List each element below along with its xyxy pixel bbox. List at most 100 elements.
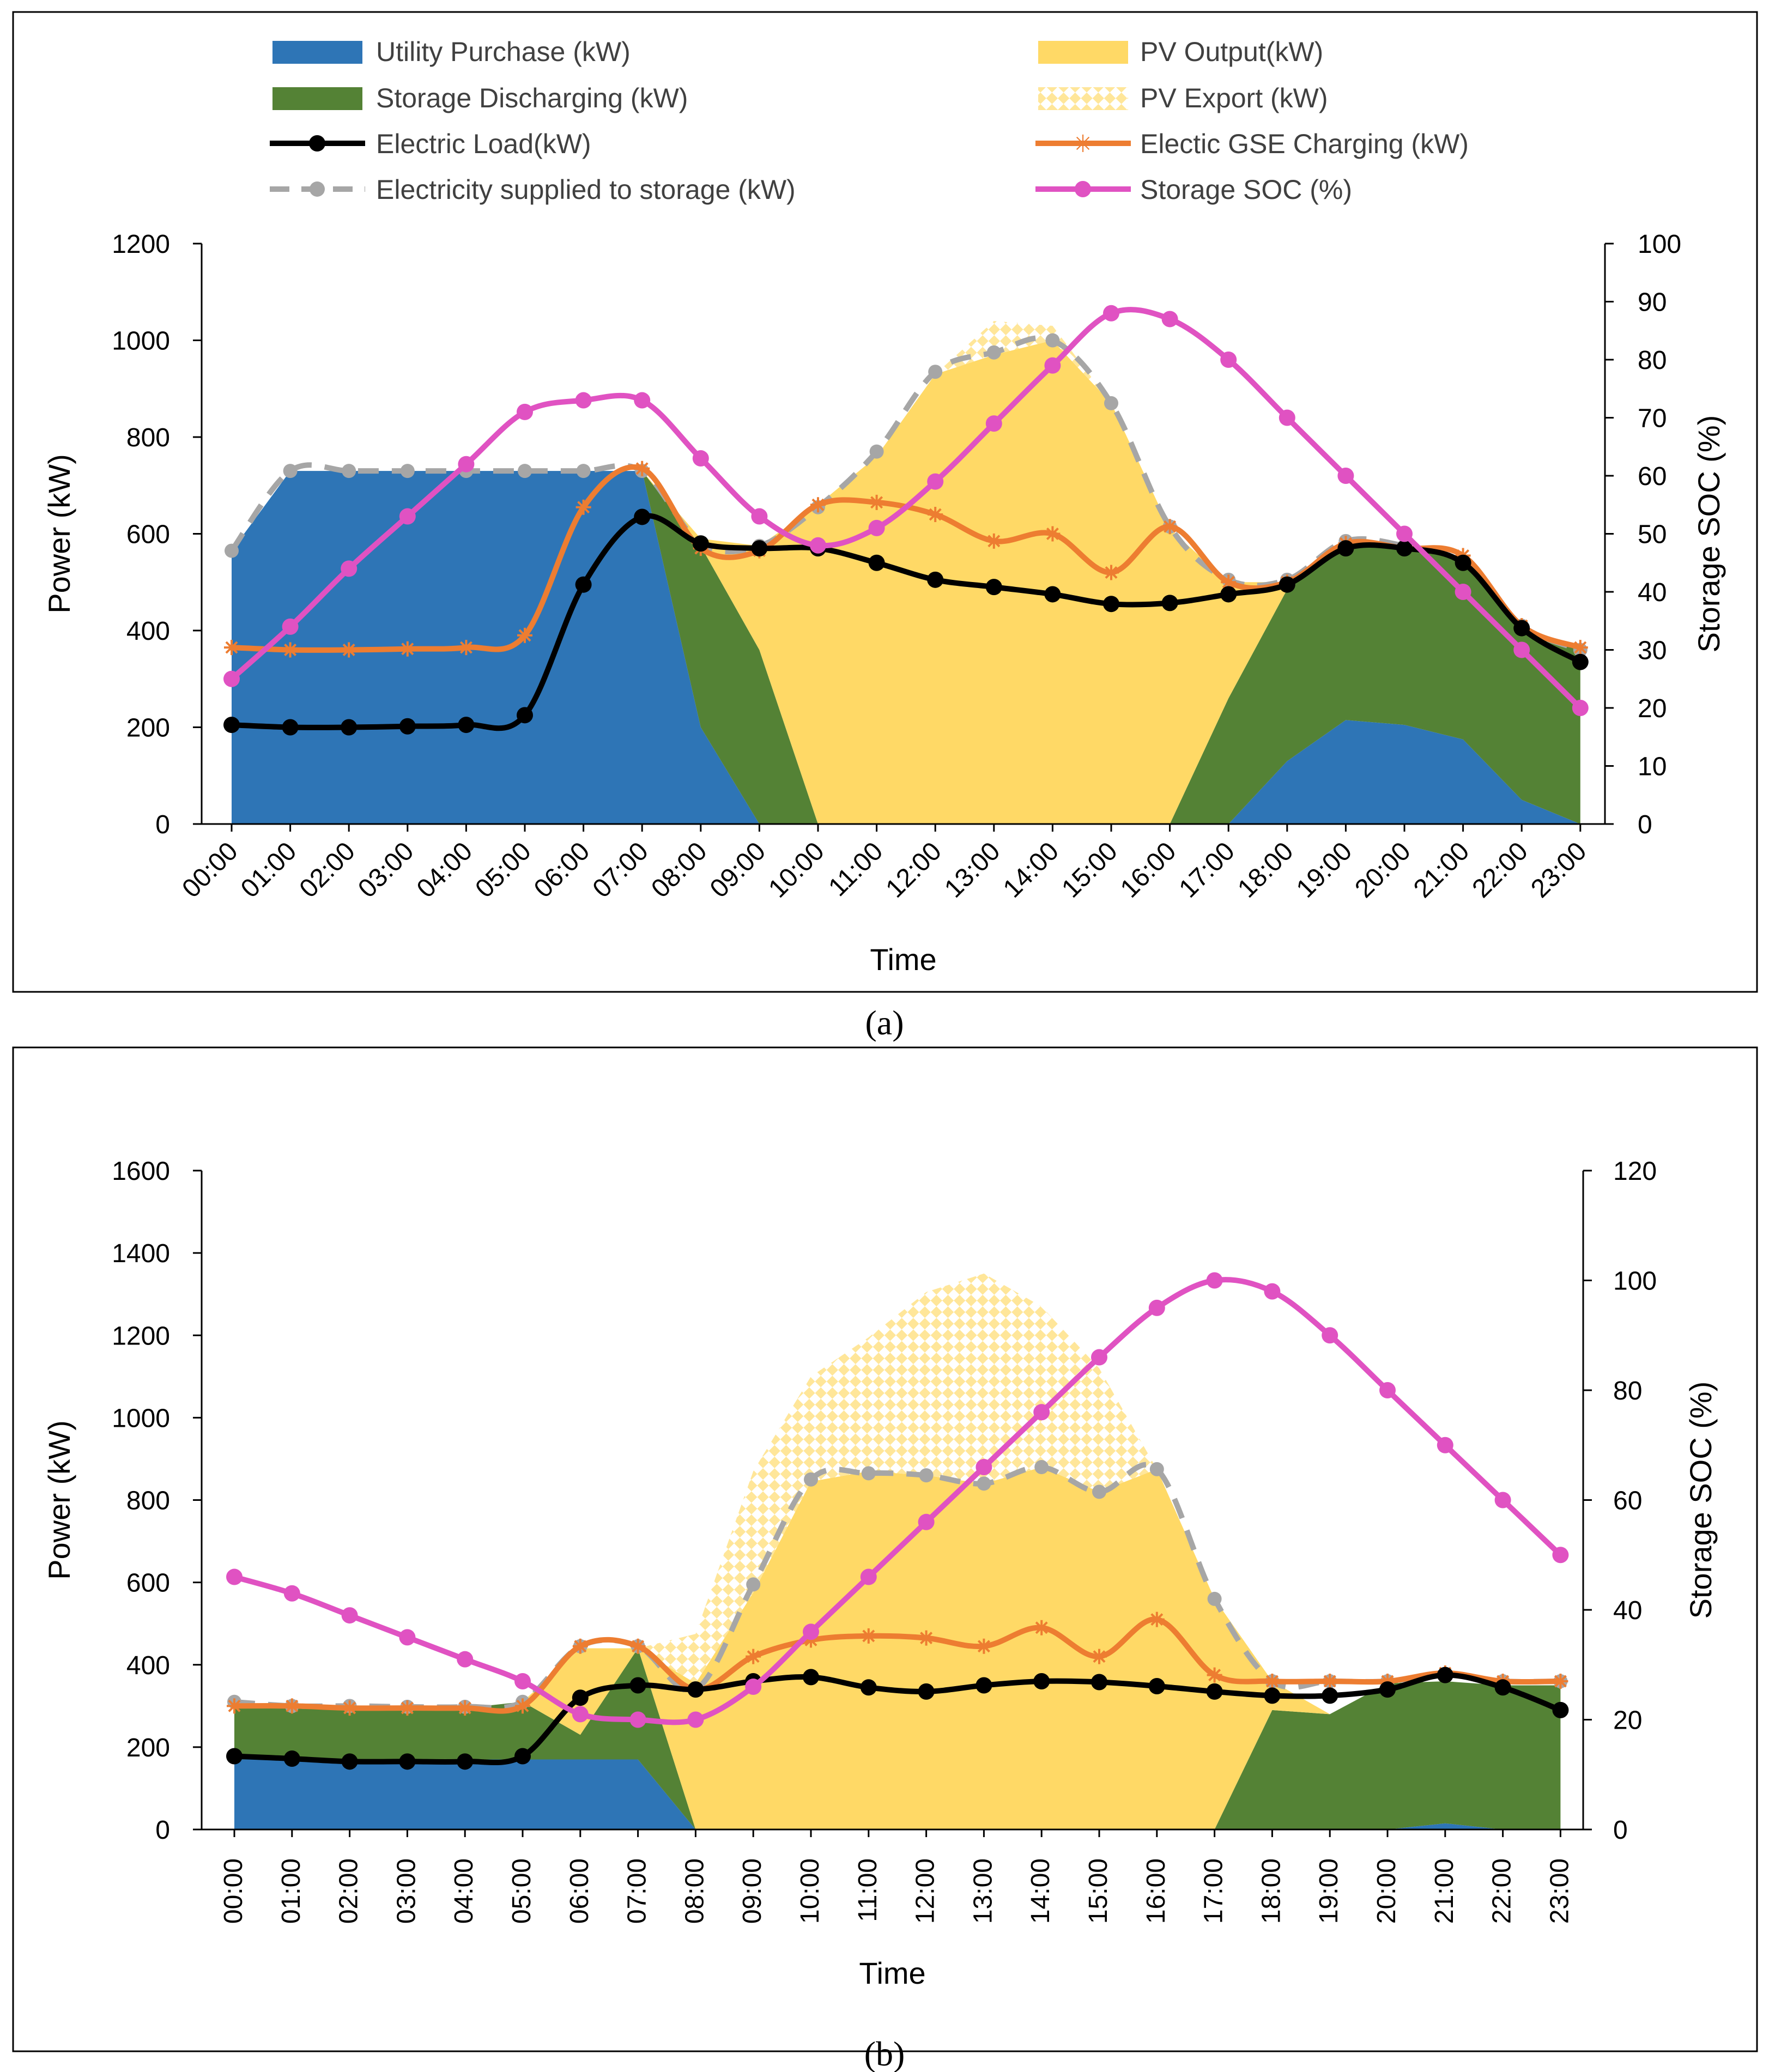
x-tick-label: 09:00 (738, 1858, 767, 1924)
y2-tick-label: 60 (1613, 1487, 1642, 1516)
x-tick-label: 13:00 (939, 837, 1005, 903)
gse-charging-point (399, 641, 415, 657)
x-tick-label: 15:00 (1084, 1858, 1113, 1924)
gse-charging-point (986, 533, 1002, 549)
gse-charging-point (1322, 1673, 1338, 1689)
storage-soc-point (1279, 409, 1295, 426)
storage-soc-point (1513, 641, 1530, 658)
gse-charging-point (572, 1638, 588, 1654)
electric-load-point (927, 571, 944, 588)
gse-charging-point (457, 1700, 473, 1716)
gse-charging-point (810, 497, 826, 513)
y2-tick-label: 0 (1613, 1816, 1628, 1845)
x-tick-label: 00:00 (219, 1858, 248, 1924)
gse-charging-point (282, 642, 298, 658)
electric-load-point (634, 508, 651, 525)
y-tick-label: 400 (126, 1651, 170, 1680)
y-tick-label: 200 (126, 1734, 170, 1762)
x-axis-title: Time (870, 942, 936, 977)
y2-tick-label: 10 (1638, 753, 1667, 781)
storage-soc-point (514, 1673, 531, 1689)
panel-a-caption: (a) (865, 1003, 904, 1042)
x-tick-label: 12:00 (911, 1858, 940, 1924)
y-tick-label: 0 (155, 1816, 170, 1845)
y2-tick-label: 40 (1613, 1596, 1642, 1625)
panel-a-frame (12, 11, 1758, 993)
y2-axis-title: Storage SOC (%) (1683, 1382, 1718, 1619)
y-tick-label: 400 (126, 617, 170, 646)
electric-load-point (1494, 1679, 1511, 1696)
electric-load-point (399, 718, 416, 735)
storage-soc-point (745, 1679, 762, 1695)
gse-charging-point (1162, 519, 1178, 535)
legend-marker-gse-charging: ✳ (1073, 130, 1093, 158)
electric-load-point (985, 579, 1002, 596)
storage-soc-point (399, 1629, 416, 1646)
x-tick-label: 17:00 (1199, 1858, 1228, 1924)
legend-label-storage-discharging: Storage Discharging (kW) (376, 83, 688, 113)
storage-soc-point (868, 519, 885, 536)
x-tick-label: 04:00 (450, 1858, 478, 1924)
storage-soc-point (634, 392, 651, 409)
electric-load-point (572, 1689, 589, 1706)
storage-soc-point (860, 1568, 877, 1585)
electric-load-point (1044, 586, 1061, 603)
electric-load-point (1220, 586, 1237, 603)
y-tick-label: 1000 (112, 327, 170, 356)
storage-soc-point (282, 618, 299, 635)
legend-label-electric-load: Electric Load(kW) (376, 129, 591, 159)
electric-load-point (1091, 1674, 1107, 1691)
gse-charging-point (342, 1700, 358, 1716)
storage-soc-point (976, 1459, 992, 1476)
x-tick-label: 02:00 (335, 1858, 364, 1924)
legend-marker-supplied-to-storage (310, 181, 325, 197)
gse-charging-point (918, 1630, 934, 1646)
y-tick-label: 800 (126, 1487, 170, 1516)
storage-soc-point (1044, 357, 1061, 374)
y2-tick-label: 120 (1613, 1157, 1657, 1186)
gse-charging-point (869, 494, 885, 510)
gse-charging-point (1104, 565, 1119, 580)
storage-soc-point (687, 1711, 704, 1728)
storage-soc-point (1455, 584, 1471, 600)
y2-tick-label: 60 (1638, 462, 1667, 491)
gse-charging-point (1207, 1667, 1222, 1683)
storage-soc-point (985, 415, 1002, 432)
storage-soc-point (1322, 1327, 1338, 1344)
x-tick-label: 07:00 (587, 837, 654, 903)
gse-charging-point (399, 1700, 415, 1716)
electric-load-point (803, 1669, 819, 1686)
electric-load-point (1148, 1678, 1165, 1695)
storage-soc-point (341, 1607, 358, 1624)
electric-load-point (918, 1683, 935, 1700)
legend-label-gse-charging: Electic GSE Charging (kW) (1140, 129, 1469, 159)
electric-load-point (751, 540, 768, 557)
storage-discharging-area (232, 471, 1580, 824)
storage-soc-point (1572, 700, 1589, 716)
supplied-to-storage-point (977, 1476, 991, 1491)
storage-soc-point (1033, 1404, 1050, 1421)
utility-purchase-area (234, 1759, 1561, 1829)
electric-load-point (1379, 1681, 1396, 1698)
electric-load-point (517, 707, 533, 724)
storage-soc-point (517, 403, 533, 420)
gse-charging-point (1553, 1673, 1568, 1689)
supplied-to-storage-point (225, 543, 239, 558)
electric-load-point (860, 1679, 877, 1696)
y2-tick-label: 100 (1613, 1267, 1657, 1296)
x-tick-label: 21:00 (1408, 837, 1475, 903)
y-tick-label: 1000 (112, 1404, 170, 1433)
electric-load-point (1322, 1687, 1338, 1704)
x-tick-label: 22:00 (1488, 1858, 1517, 1924)
pv-export-area (234, 1273, 1561, 1714)
gse-charging-point (227, 1698, 242, 1714)
gse-charging-point (517, 627, 532, 643)
gse-charging-point (928, 507, 943, 522)
storage-soc-point (226, 1568, 243, 1585)
y-axis-title: Power (kW) (42, 454, 76, 613)
supplied-to-storage-point (1207, 1591, 1222, 1606)
x-tick-label: 18:00 (1257, 1858, 1286, 1924)
storage-soc-point (918, 1513, 935, 1530)
